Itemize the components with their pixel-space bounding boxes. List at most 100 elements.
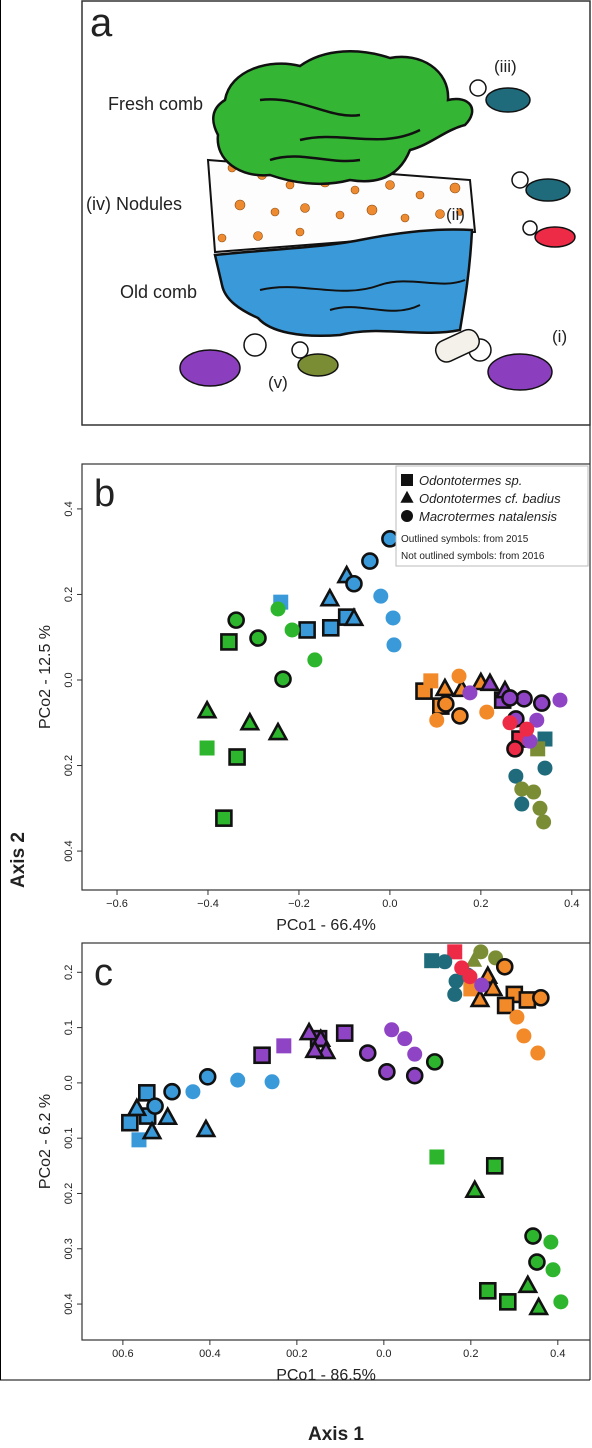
data-point [141,1120,163,1140]
data-point [437,954,453,970]
y-tick-label: 00.2 [63,755,75,776]
panel-label: a [90,1,113,45]
data-point [386,637,402,653]
data-point [298,1021,320,1041]
data-point [451,707,469,725]
data-point [514,781,530,797]
data-point [163,1082,181,1101]
data-point [284,622,300,638]
data-point [473,944,489,960]
data-point [479,704,495,720]
data-point [196,699,218,719]
data-point [304,1039,326,1059]
data-point [157,1106,179,1126]
data-point [469,988,491,1008]
y-tick-label: 0.0 [63,1075,75,1090]
data-point [384,1022,400,1038]
data-point [517,1274,539,1294]
data-point [319,587,341,607]
data-point [528,1253,546,1271]
data-point [220,633,238,651]
data-point [451,668,467,684]
legend-box [395,465,589,567]
data-point [429,1149,445,1165]
data-point [345,574,363,593]
y-tick-label: 0.2 [63,587,75,602]
data-point [465,951,483,967]
x-tick-label: 0.0 [382,898,397,910]
x-tick-label: 0.2 [463,1348,478,1360]
y-axis-label: PCo2 - 6.2 % [37,1094,54,1189]
x-tick-label: 0.4 [550,1348,565,1360]
illustration-label: (ii) [446,205,465,224]
data-point [249,629,267,647]
data-point [424,953,440,969]
illustration-label: (iii) [494,57,517,76]
data-point [407,1046,423,1062]
data-point [508,768,524,784]
axis-title: Axis 2 [8,832,29,888]
data-point [121,1113,139,1132]
data-point [552,692,568,708]
data-point [381,530,399,548]
data-point [515,690,533,708]
illustration-label: (i) [552,327,567,346]
data-point [495,957,514,976]
x-axis-label: PCo1 - 66.4% [276,917,376,934]
data-point [264,1074,280,1090]
x-tick-label: 0.2 [473,898,488,910]
data-point [405,1066,424,1085]
data-point [502,715,518,731]
data-point [447,986,463,1002]
data-point [506,740,524,758]
data-point [310,1028,332,1048]
data-point [198,1068,217,1086]
data-point [343,607,365,627]
x-tick-label: −0.2 [288,898,310,910]
illustration-label: (v) [268,373,288,392]
data-point [509,1009,525,1025]
data-point [239,711,261,731]
data-point [437,695,455,713]
x-tick-label: −0.6 [106,898,128,910]
y-tick-label: 00.2 [63,1183,75,1204]
legend-label: Odontotermes cf. badius [419,491,561,506]
data-point [519,721,535,737]
y-tick-label: 0.4 [63,501,75,516]
data-point [516,1028,532,1044]
termites [179,79,576,391]
y-tick-label: 00.4 [63,840,75,861]
legend-marker [401,510,413,522]
data-point [479,672,501,692]
data-point [131,1132,147,1148]
data-point [397,1031,413,1047]
x-axis-label: PCo1 - 86.5% [276,1367,376,1384]
data-point [498,1293,517,1311]
data-point [425,1053,444,1071]
data-point [146,1097,164,1115]
data-point [215,809,233,827]
x-tick-label: 00.2 [286,1348,307,1360]
data-point [185,1084,201,1100]
data-point [536,814,552,830]
illustration: a Fresh comb (iv) Nodules Old comb (iii)… [81,0,591,426]
data-point [526,784,542,800]
data-point [276,1038,292,1054]
data-point [195,1118,217,1138]
data-point [532,988,550,1007]
data-point [321,619,340,637]
data-point [514,796,530,812]
data-point [462,969,478,985]
y-tick-label: 00.1 [63,1127,75,1148]
y-tick-label: 00.3 [63,1238,75,1259]
data-point [501,689,519,707]
data-point [267,721,289,741]
data-point [522,733,538,749]
data-point [462,685,478,701]
data-point [199,740,215,756]
data-point [532,694,551,712]
y-tick-label: 0.2 [63,965,75,980]
data-point [545,1262,561,1278]
